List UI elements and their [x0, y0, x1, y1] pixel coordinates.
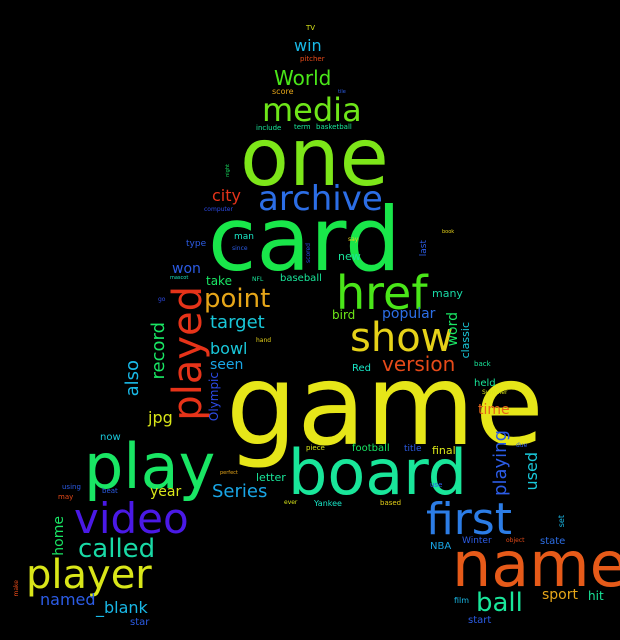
- word-Winter: Winter: [462, 536, 492, 546]
- word-first: first: [426, 494, 512, 545]
- word-book: book: [442, 229, 455, 235]
- word-NFL: NFL: [252, 276, 264, 283]
- word-ever: ever: [284, 499, 298, 506]
- word-many: many: [432, 287, 463, 300]
- word-play: play: [84, 430, 216, 503]
- word-called: called: [78, 534, 156, 564]
- word-beat: beat: [102, 487, 118, 495]
- word-Yankee: Yankee: [314, 499, 342, 508]
- word-computer: computer: [204, 206, 233, 213]
- word-time: time: [478, 402, 510, 418]
- word-go: go: [158, 296, 166, 303]
- word-using: using: [62, 483, 81, 491]
- word-include: include: [256, 124, 282, 132]
- word-state: state: [540, 536, 566, 547]
- word-Olympic: Olympic: [207, 372, 221, 422]
- word-win: win: [294, 36, 322, 55]
- word-used: used: [522, 452, 541, 491]
- word-due: due: [516, 442, 528, 449]
- word-jpg: jpg: [148, 408, 173, 427]
- word-classic: classic: [459, 322, 472, 359]
- word-man: man: [234, 232, 254, 242]
- word-_blank: _blank: [96, 598, 148, 617]
- word-playing: playing: [490, 430, 511, 496]
- word-video: video: [74, 494, 189, 543]
- word-basketball: basketball: [316, 123, 352, 131]
- word-game: game: [226, 341, 544, 471]
- word-star: star: [130, 617, 150, 628]
- word-World: World: [274, 66, 332, 90]
- word-played: played: [165, 286, 211, 421]
- word-Summer: Summer: [482, 389, 508, 396]
- word-letter: letter: [256, 471, 286, 484]
- word-name: name: [452, 528, 620, 601]
- word-now: now: [100, 432, 121, 443]
- word-href: href: [336, 266, 428, 320]
- word-hit: hit: [588, 589, 604, 603]
- word-home: home: [51, 516, 67, 556]
- word-board: board: [288, 436, 468, 509]
- word-perfect: perfect: [220, 470, 238, 476]
- word-year: year: [150, 484, 182, 500]
- word-title: title: [404, 444, 422, 454]
- word-won: won: [172, 261, 201, 277]
- word-score: score: [272, 87, 294, 96]
- word-TV: TV: [306, 24, 316, 32]
- word-NBA: NBA: [430, 541, 452, 552]
- word-may: may: [58, 493, 74, 501]
- word-scored: scored: [305, 243, 312, 263]
- word-night: night: [225, 164, 231, 177]
- word-show: show: [350, 315, 454, 361]
- word-last: last: [419, 240, 429, 257]
- word-use: use: [430, 481, 443, 489]
- word-object: object: [506, 537, 525, 544]
- word-start: start: [468, 615, 492, 626]
- word-sport: sport: [542, 587, 578, 603]
- word-film: film: [454, 596, 470, 605]
- word-bowl: bowl: [210, 339, 248, 358]
- word-since: since: [232, 245, 248, 252]
- word-term: term: [294, 123, 311, 131]
- word-popular: popular: [382, 306, 436, 322]
- word-seen: seen: [210, 357, 244, 373]
- word-point: point: [204, 284, 271, 314]
- word-piece: piece: [306, 444, 325, 452]
- word-archive: archive: [258, 179, 383, 219]
- word-player: player: [26, 552, 152, 598]
- word-make: make: [13, 580, 20, 597]
- word-final: final: [432, 444, 456, 457]
- word-tile: tile: [338, 89, 346, 95]
- word-Red: Red: [352, 363, 371, 374]
- word-new: new: [338, 250, 361, 263]
- word-card: card: [208, 188, 401, 291]
- word-set: set: [557, 515, 566, 528]
- word-record: record: [148, 322, 169, 380]
- word-ball: ball: [476, 588, 523, 618]
- word-mascot: mascot: [170, 275, 189, 281]
- word-Series: Series: [212, 481, 268, 502]
- word-also: also: [122, 360, 143, 397]
- word-hand: hand: [256, 337, 272, 344]
- word-version: version: [382, 352, 456, 376]
- word-back: back: [474, 360, 491, 368]
- word-held: held: [474, 378, 496, 389]
- word-take: take: [206, 274, 232, 288]
- word-media: media: [262, 91, 362, 129]
- word-say: say: [348, 236, 359, 243]
- word-one: one: [240, 111, 389, 204]
- word-type: type: [186, 239, 207, 249]
- word-word: word: [445, 312, 461, 347]
- word-bird: bird: [332, 308, 356, 322]
- word-baseball: baseball: [280, 273, 322, 284]
- word-city: city: [212, 186, 241, 205]
- word-target: target: [210, 312, 265, 333]
- word-named: named: [40, 590, 96, 609]
- word-pitcher: pitcher: [300, 55, 325, 63]
- word-football: football: [352, 443, 390, 454]
- word-based: based: [380, 499, 402, 507]
